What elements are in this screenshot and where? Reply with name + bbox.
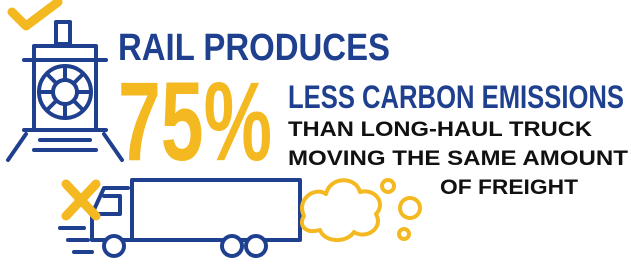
headline-figure: 75% <box>118 59 272 184</box>
infographic: RAIL PRODUCES 75% LESS CARBON EMISSIONS … <box>0 0 631 270</box>
smoke-icon <box>302 180 420 240</box>
subtext-line: OF FREIGHT <box>440 176 578 199</box>
headline-line2: LESS CARBON EMISSIONS <box>288 79 624 115</box>
x-icon <box>66 184 96 216</box>
train-icon <box>8 22 122 160</box>
subtext-line: MOVING THE SAME AMOUNT <box>288 147 628 170</box>
subtext-line: THAN LONG-HAUL TRUCK <box>288 118 592 141</box>
check-icon <box>12 2 58 26</box>
